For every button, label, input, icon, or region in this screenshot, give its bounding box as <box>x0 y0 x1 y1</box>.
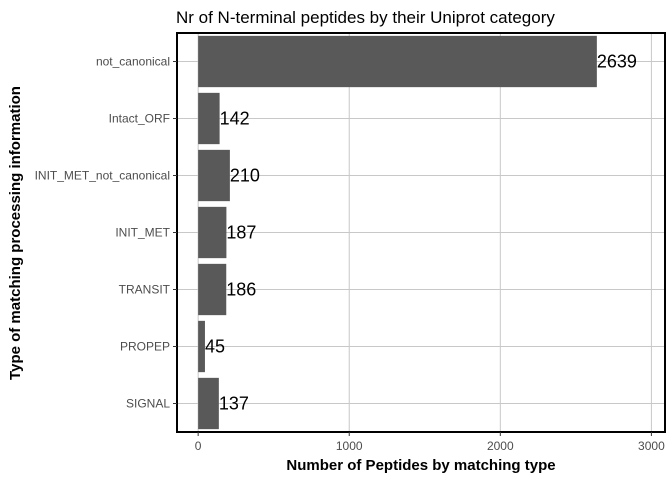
bar <box>198 263 227 316</box>
bars-layer <box>198 35 597 430</box>
bar <box>198 320 205 373</box>
bar <box>198 35 597 88</box>
y-axis-title: Type of matching processing information <box>7 86 24 380</box>
y-tick-label: INIT_MET <box>115 226 170 240</box>
bar-value-label: 137 <box>219 394 249 414</box>
bar-value-label: 2639 <box>597 52 637 72</box>
y-tick-label: PROPEP <box>120 340 170 354</box>
x-tick-label: 3000 <box>638 439 665 453</box>
x-tick-label: 2000 <box>487 439 514 453</box>
y-tick-label: INIT_MET_not_canonical <box>35 169 170 183</box>
x-axis: 0 1000 2000 3000 <box>195 432 665 453</box>
chart-title: Nr of N-terminal peptides by their Unipr… <box>176 8 555 27</box>
y-axis: not_canonical Intact_ORF INIT_MET_not_cano… <box>35 55 177 411</box>
data-labels-layer: 2639 142 210 187 186 45 137 <box>205 52 637 414</box>
x-tick-label: 1000 <box>336 439 363 453</box>
x-tick-label: 0 <box>195 439 202 453</box>
y-tick-label: Intact_ORF <box>109 112 170 126</box>
x-axis-title: Number of Peptides by matching type <box>286 457 555 474</box>
bar-value-label: 186 <box>226 280 256 300</box>
bar <box>198 149 230 202</box>
bar-value-label: 45 <box>205 337 225 357</box>
y-tick-label: SIGNAL <box>126 397 170 411</box>
bar-value-label: 187 <box>226 223 256 243</box>
bar-value-label: 142 <box>220 109 250 129</box>
bar-value-label: 210 <box>230 166 260 186</box>
bar <box>198 92 220 145</box>
bar <box>198 377 219 430</box>
y-tick-label: TRANSIT <box>119 283 171 297</box>
bar <box>198 206 227 259</box>
y-tick-label: not_canonical <box>96 55 170 69</box>
